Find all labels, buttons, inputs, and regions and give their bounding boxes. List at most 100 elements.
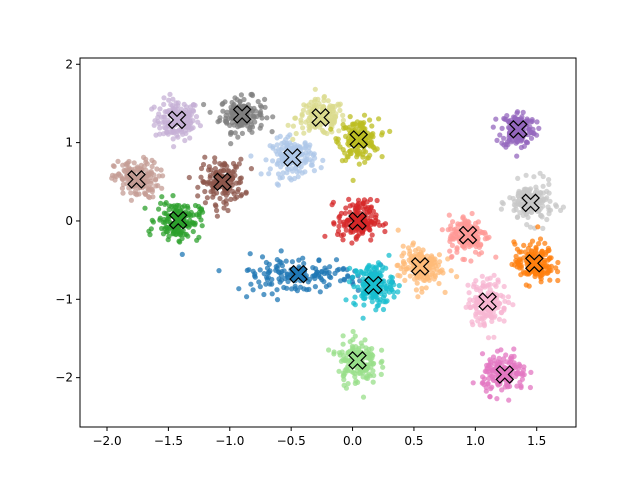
data-point xyxy=(151,122,157,128)
data-point xyxy=(501,135,507,141)
y-axis: −2 −1 0 1 2 xyxy=(55,57,80,385)
data-point xyxy=(431,276,437,282)
data-point xyxy=(430,264,436,270)
data-point xyxy=(239,192,245,198)
data-point xyxy=(331,351,337,357)
data-point xyxy=(170,136,176,142)
data-point xyxy=(506,299,512,306)
data-point xyxy=(124,175,130,181)
data-point xyxy=(461,243,467,249)
data-point xyxy=(413,287,419,293)
data-point xyxy=(499,140,505,146)
data-point xyxy=(335,136,341,142)
data-point xyxy=(368,237,374,243)
data-point xyxy=(154,166,160,172)
data-point xyxy=(499,125,505,131)
data-point xyxy=(375,302,381,308)
data-point xyxy=(120,190,126,196)
data-point xyxy=(156,206,162,212)
data-point xyxy=(497,132,503,138)
data-point xyxy=(528,369,534,375)
data-point xyxy=(498,292,504,298)
data-point xyxy=(370,379,376,385)
data-point xyxy=(370,144,376,150)
data-point xyxy=(518,144,525,151)
data-point xyxy=(310,104,316,110)
data-point xyxy=(400,243,406,249)
data-point xyxy=(290,168,296,174)
data-point xyxy=(161,101,167,107)
data-point xyxy=(492,282,498,288)
data-point xyxy=(255,98,261,105)
data-point xyxy=(155,118,161,125)
data-point xyxy=(516,196,522,202)
data-point xyxy=(266,171,272,177)
data-point xyxy=(323,283,329,290)
data-point xyxy=(415,294,421,300)
data-point xyxy=(301,260,307,267)
data-point xyxy=(522,249,528,255)
data-point xyxy=(449,242,455,248)
y-tick-label: −1 xyxy=(55,292,73,306)
data-point xyxy=(378,360,384,366)
data-point xyxy=(195,184,201,190)
data-point xyxy=(202,188,208,195)
data-point xyxy=(515,369,521,375)
data-point xyxy=(183,107,189,113)
data-point xyxy=(516,365,522,371)
data-point xyxy=(391,282,397,288)
data-point xyxy=(306,144,312,150)
data-point xyxy=(371,265,377,271)
cluster-11-centroid-marker xyxy=(458,225,478,245)
data-point xyxy=(167,91,173,97)
data-point xyxy=(527,224,534,230)
data-point xyxy=(333,257,340,263)
data-point xyxy=(365,264,371,270)
data-point xyxy=(347,339,353,345)
data-point xyxy=(499,199,505,206)
data-point xyxy=(372,271,379,277)
data-point xyxy=(198,174,204,180)
data-point xyxy=(499,387,505,393)
data-point xyxy=(277,259,283,265)
data-point xyxy=(263,259,269,266)
data-point xyxy=(232,196,238,202)
data-point xyxy=(340,357,346,363)
data-point xyxy=(510,302,516,308)
data-point xyxy=(429,272,435,278)
data-point xyxy=(269,129,275,135)
data-point xyxy=(237,121,243,127)
data-point xyxy=(520,109,526,115)
data-point xyxy=(510,114,517,120)
data-point xyxy=(538,276,544,282)
data-point xyxy=(265,274,271,280)
data-point xyxy=(538,205,544,211)
data-point xyxy=(157,125,163,131)
data-point xyxy=(487,357,493,363)
data-point xyxy=(540,183,546,189)
data-point xyxy=(257,125,263,131)
x-tick-label: −0.5 xyxy=(277,434,306,448)
data-point xyxy=(342,125,348,131)
data-point xyxy=(501,318,507,324)
data-point xyxy=(296,168,302,174)
data-point xyxy=(161,124,167,130)
data-point xyxy=(395,262,401,268)
data-point xyxy=(274,297,281,303)
data-point xyxy=(158,200,164,206)
data-point xyxy=(250,287,256,293)
data-point xyxy=(312,284,318,290)
data-point xyxy=(259,254,266,260)
data-point xyxy=(476,244,482,250)
data-point xyxy=(370,134,376,140)
data-point xyxy=(526,127,532,133)
data-point xyxy=(159,185,165,191)
data-point xyxy=(420,247,426,253)
data-point xyxy=(485,335,492,341)
data-point xyxy=(238,156,244,162)
data-point xyxy=(514,109,521,115)
data-point xyxy=(246,267,252,273)
data-point xyxy=(232,130,238,136)
cluster-9-centroid-marker xyxy=(168,210,188,230)
data-point xyxy=(182,137,188,144)
